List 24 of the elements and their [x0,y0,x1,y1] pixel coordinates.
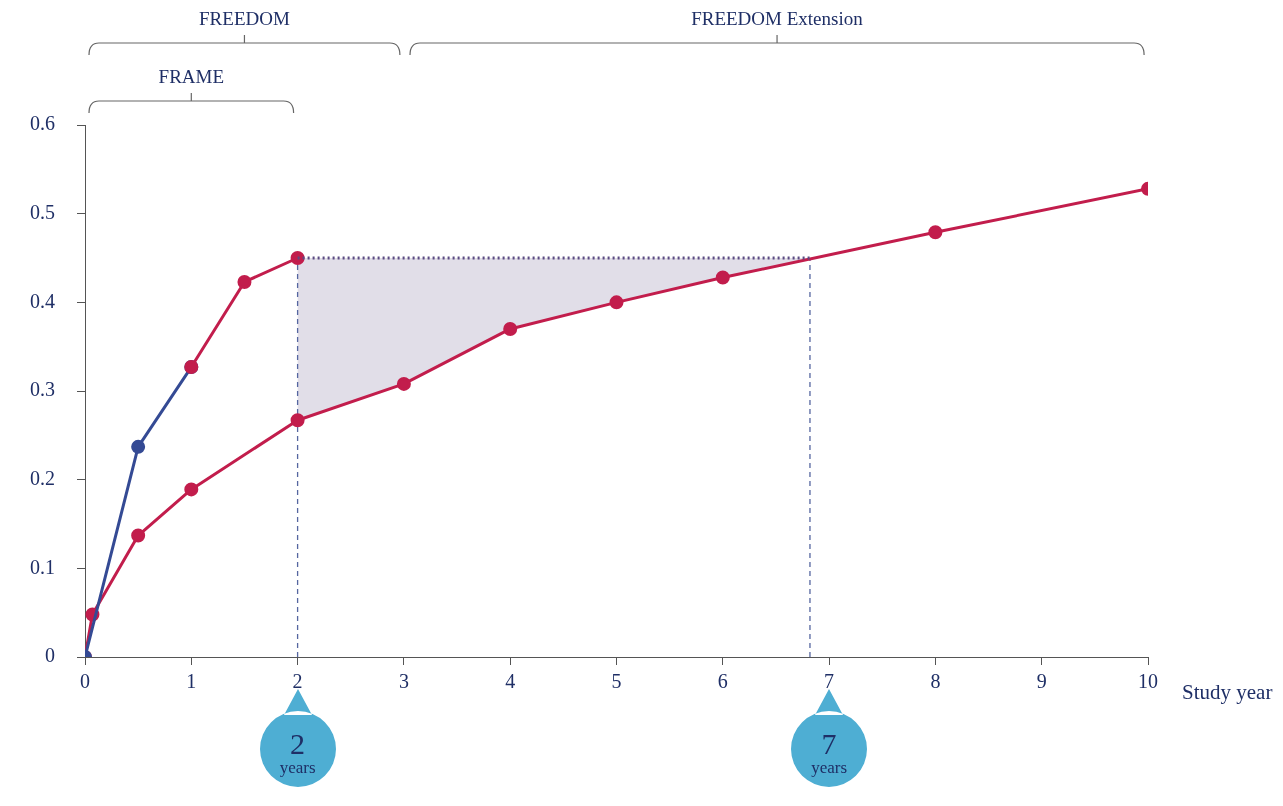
y-tick-label: 0.6 [30,112,55,135]
x-tick-label: 5 [611,670,622,693]
text: FREEDOM [199,8,290,29]
x-tick-label: 8 [930,670,941,693]
y-tick-label: 0.5 [30,200,55,223]
x-tick-label: 2 [292,670,303,693]
y-tick-label: 0.4 [30,289,55,312]
y-tick-label: 0.2 [30,466,55,489]
x-tick-label: 4 [505,670,516,693]
x-tick-label: 0 [80,670,90,693]
text: FREEDOM Extension [691,8,863,29]
text: 7 years [811,727,848,777]
y-tick-label: 0 [45,644,55,667]
y-tick-label: 0.1 [30,555,55,578]
x-tick-label: 10 [1138,670,1158,693]
x-tick-label: 9 [1036,670,1047,693]
x-tick-label: 1 [186,670,197,693]
x-tick-label: 6 [717,670,728,693]
x-tick-label: 3 [398,670,409,693]
x-tick-label: 7 [824,670,835,693]
text: FRAME [158,66,225,87]
y-tick-label: 0.3 [30,378,55,401]
x-axis-title: Study year [1182,679,1273,704]
text: 2 years [279,727,316,777]
